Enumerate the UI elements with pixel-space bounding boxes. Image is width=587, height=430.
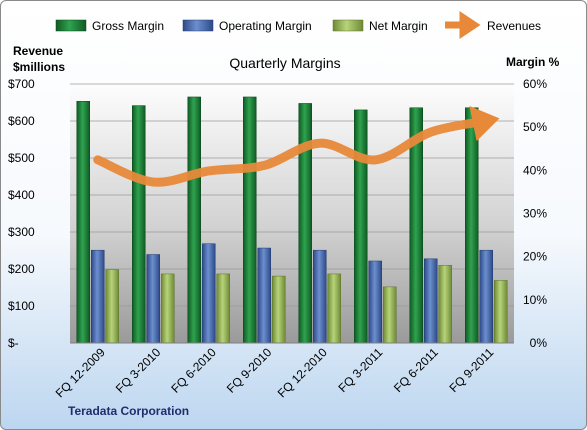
bar-gross-margin bbox=[298, 103, 312, 344]
bar-net-margin bbox=[105, 269, 119, 344]
bar-net-margin bbox=[327, 273, 341, 344]
y-right-tick-label: 20% bbox=[523, 250, 547, 264]
y-left-axis-title-line2: $millions bbox=[13, 60, 65, 74]
bar-operating-margin bbox=[368, 260, 382, 344]
y-right-tick-label: 40% bbox=[523, 163, 547, 177]
left-axis-ticks: $- $100 $200 $300 $400 $500 $600 $700 bbox=[8, 77, 35, 350]
y-right-tick-label: 60% bbox=[523, 77, 547, 91]
y-right-tick-label: 50% bbox=[523, 120, 547, 134]
legend-swatch-gross-margin bbox=[55, 19, 87, 32]
y-right-tick-label: 0% bbox=[530, 336, 548, 350]
footer-label: Teradata Corporation bbox=[68, 404, 189, 418]
y-left-axis-title-line1: Revenue bbox=[13, 44, 63, 58]
chart-title: Quarterly Margins bbox=[229, 55, 340, 71]
bar-net-margin bbox=[438, 265, 452, 344]
x-axis-ticks: FQ 12-2009 FQ 3-2010 FQ 6-2010 FQ 9-2010 FQ … bbox=[53, 345, 497, 400]
legend-label-revenues: Revenues bbox=[487, 19, 541, 33]
bar-gross-margin bbox=[465, 107, 479, 344]
y-right-tick-label: 10% bbox=[523, 293, 547, 307]
y-left-tick-label: $- bbox=[8, 336, 19, 350]
x-tick-label: FQ 9-2010 bbox=[224, 345, 275, 396]
x-tick-label: FQ 3-2011 bbox=[336, 345, 386, 395]
x-tick-label: FQ 6-2011 bbox=[391, 345, 441, 395]
y-right-tick-label: 30% bbox=[523, 207, 547, 221]
legend-label-operating-margin: Operating Margin bbox=[219, 19, 312, 33]
revenue-line bbox=[93, 105, 500, 187]
legend-swatch-net-margin bbox=[332, 19, 364, 32]
y-left-tick-label: $200 bbox=[8, 262, 35, 276]
y-left-tick-label: $600 bbox=[8, 114, 35, 128]
bar-operating-margin bbox=[424, 258, 438, 344]
legend: Gross Margin Operating Margin Net Margin… bbox=[55, 11, 541, 39]
bar-gross-margin bbox=[76, 101, 90, 344]
bar-net-margin bbox=[216, 273, 230, 344]
x-tick-label: FQ 3-2010 bbox=[113, 345, 164, 396]
bar-operating-margin bbox=[479, 249, 493, 344]
y-left-tick-label: $500 bbox=[8, 151, 35, 165]
y-left-tick-label: $400 bbox=[8, 188, 35, 202]
bar-net-margin bbox=[383, 286, 397, 344]
bar-operating-margin bbox=[257, 247, 271, 344]
right-axis-ticks: 0% 10% 20% 30% 40% 50% 60% bbox=[523, 77, 547, 350]
bar-operating-margin bbox=[202, 243, 216, 344]
x-tick-label: FQ 6-2010 bbox=[168, 345, 219, 396]
revenue-series-line bbox=[93, 105, 500, 187]
bar-gross-margin bbox=[354, 109, 368, 344]
bar-net-margin bbox=[272, 275, 286, 344]
legend-label-net-margin: Net Margin bbox=[369, 19, 428, 33]
bars bbox=[76, 96, 508, 344]
bar-operating-margin bbox=[91, 249, 105, 344]
bar-operating-margin bbox=[146, 254, 160, 344]
bar-gross-margin bbox=[243, 96, 257, 344]
y-right-axis-title: Margin % bbox=[506, 55, 560, 69]
bar-gross-margin bbox=[132, 105, 146, 344]
y-left-tick-label: $700 bbox=[8, 77, 35, 91]
bar-net-margin bbox=[494, 280, 508, 344]
y-left-tick-label: $100 bbox=[8, 299, 35, 313]
x-tick-label: FQ 12-2009 bbox=[53, 345, 108, 400]
bar-net-margin bbox=[161, 273, 175, 344]
legend-swatch-operating-margin bbox=[182, 19, 214, 32]
y-left-tick-label: $300 bbox=[8, 225, 35, 239]
x-tick-label: FQ 9-2011 bbox=[447, 345, 497, 395]
bar-gross-margin bbox=[187, 96, 201, 344]
x-tick-label: FQ 12-2010 bbox=[275, 345, 330, 400]
bar-operating-margin bbox=[313, 249, 327, 344]
legend-label-gross-margin: Gross Margin bbox=[92, 19, 164, 33]
